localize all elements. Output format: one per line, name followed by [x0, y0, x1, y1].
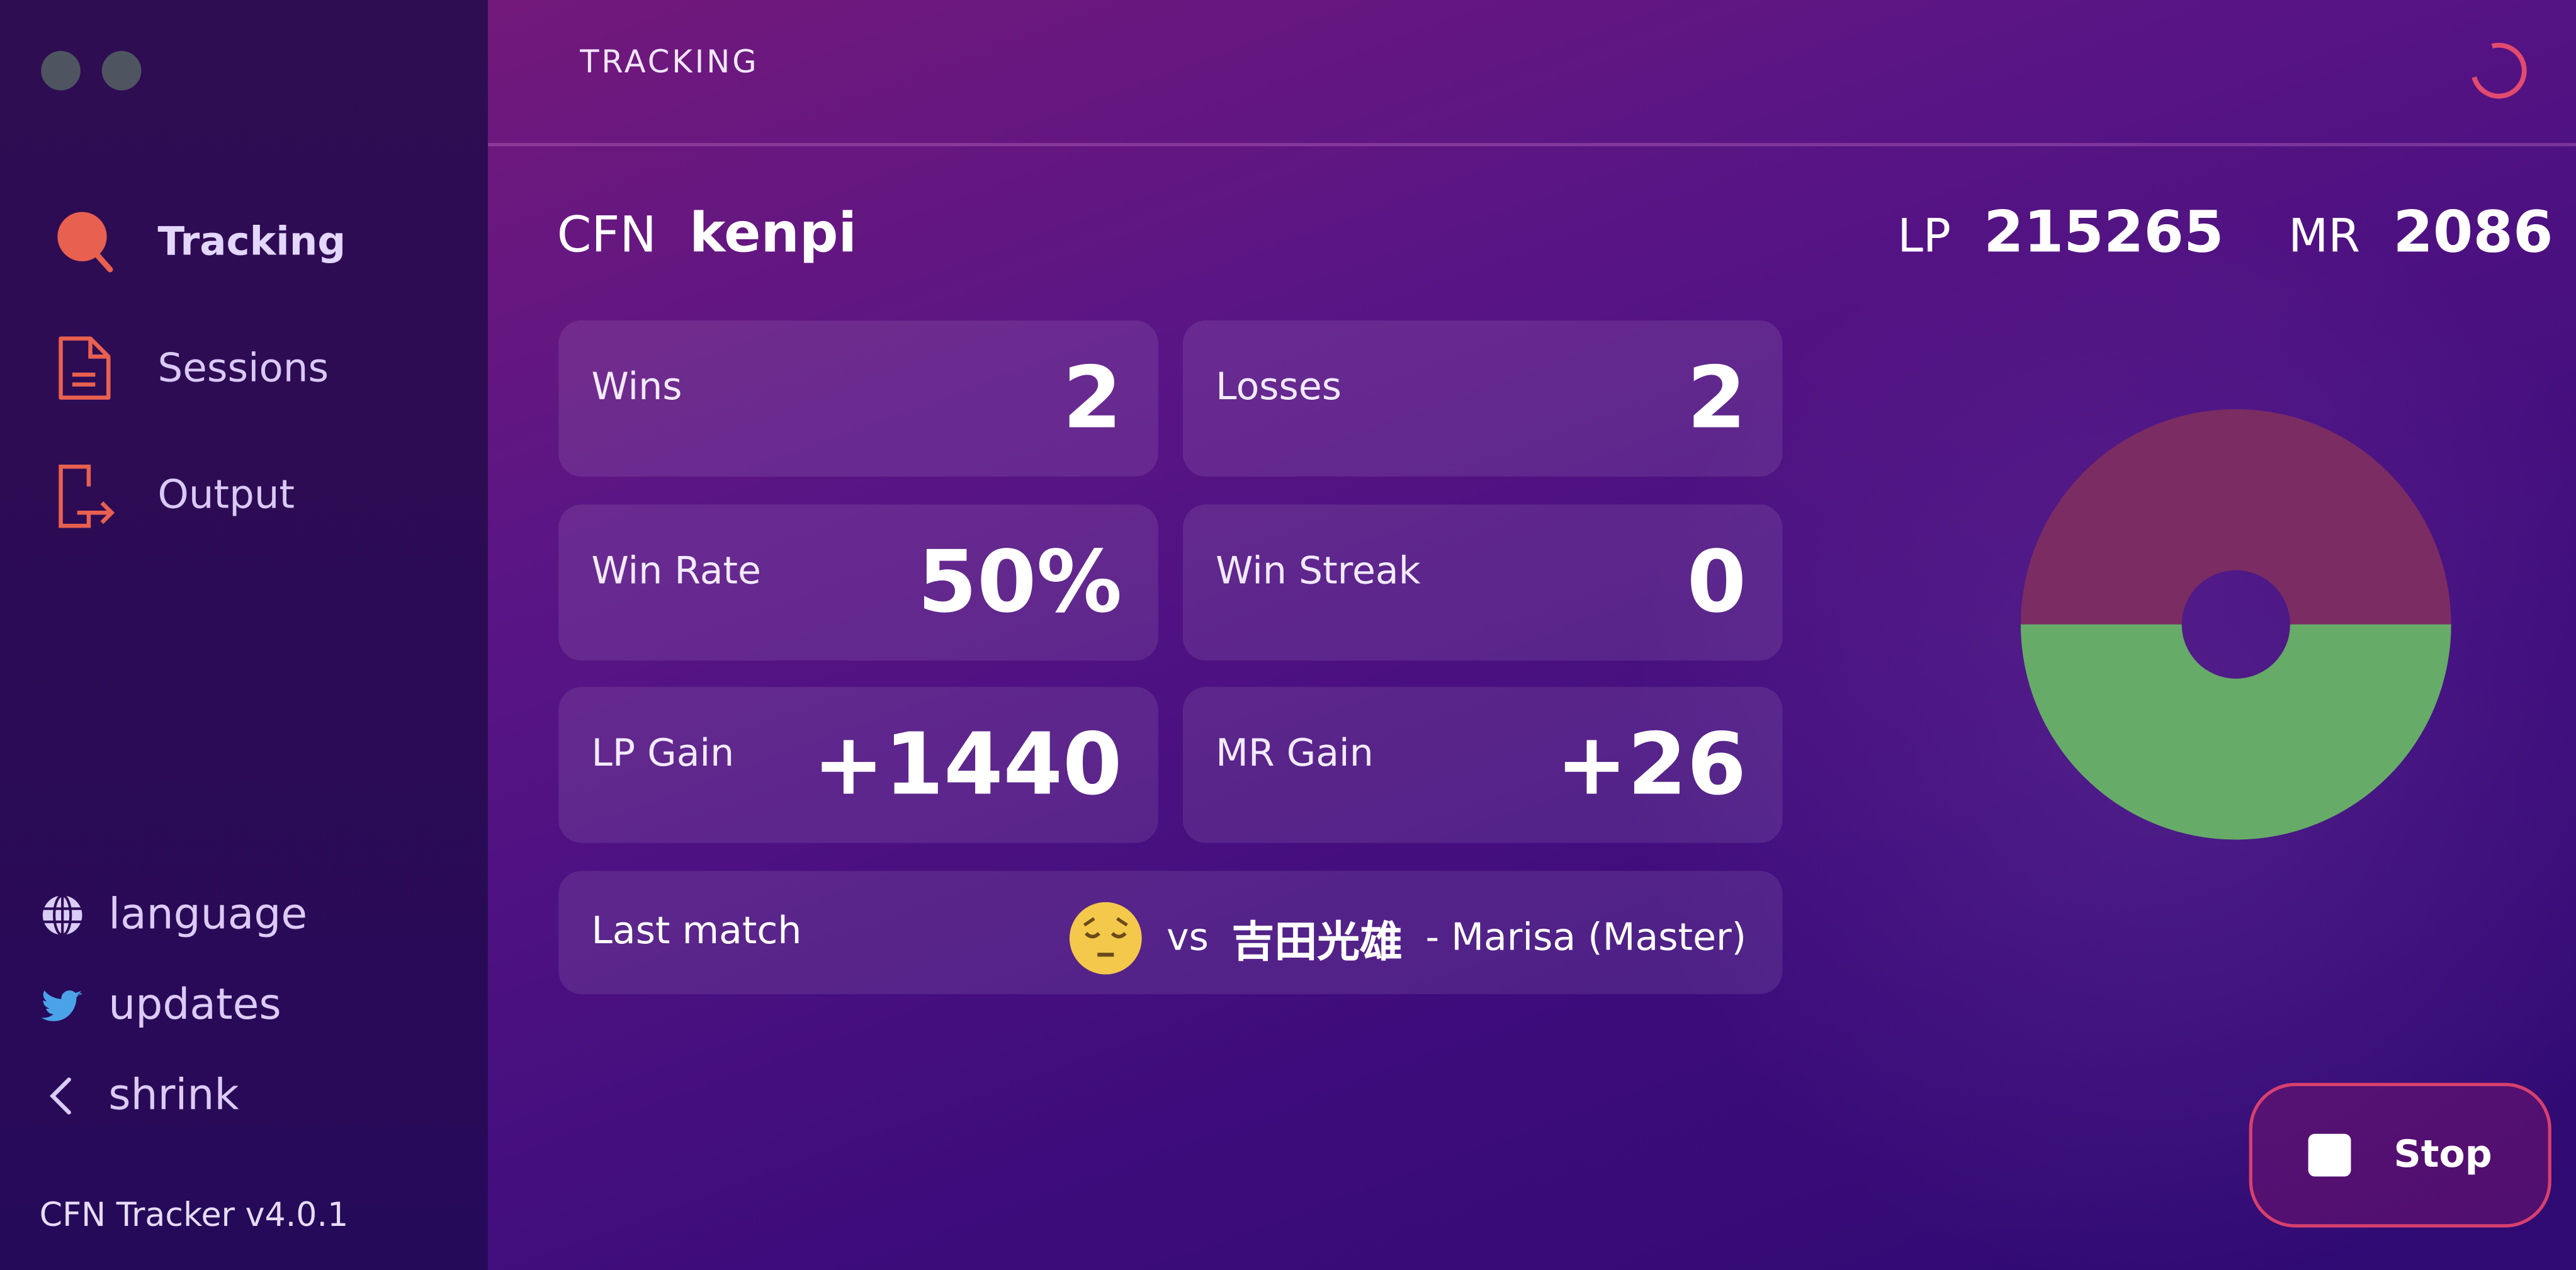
stat-card-win-rate: Win Rate 50%	[558, 504, 1158, 661]
window-minimize-button[interactable]	[101, 50, 142, 91]
twitter-icon	[41, 990, 82, 1021]
sidebar-item-label: Output	[157, 471, 295, 518]
stat-card-mr-gain: MR Gain +26	[1182, 686, 1783, 843]
card-label: Win Rate	[591, 550, 761, 594]
mr-value: 2086	[2393, 200, 2553, 266]
mr-label: MR	[2288, 208, 2361, 263]
pensive-face-icon	[1070, 902, 1142, 975]
loading-spinner-icon	[2460, 32, 2537, 109]
lp-value: 215265	[1984, 200, 2224, 266]
shrink-button[interactable]: shrink	[40, 1072, 239, 1121]
sidebar-item-output[interactable]: Output	[49, 458, 295, 531]
cfn-label: CFN	[556, 207, 657, 265]
lp-display: LP 215265	[1897, 200, 2223, 266]
last-match-label: Last match	[591, 910, 802, 953]
stop-label: Stop	[2393, 1133, 2492, 1177]
lp-label: LP	[1897, 208, 1951, 263]
globe-icon	[42, 894, 82, 937]
language-label: language	[108, 890, 308, 940]
last-match-card: Last match vs 吉田光雄 - Marisa (Master)	[558, 871, 1783, 994]
card-value: 2	[1062, 349, 1122, 449]
card-value: +1440	[813, 716, 1122, 815]
cfn-display: CFN kenpi	[557, 200, 857, 264]
stat-card-losses: Losses 2	[1182, 320, 1783, 477]
sidebar-item-tracking[interactable]: Tracking	[49, 205, 346, 278]
card-label: LP Gain	[591, 732, 735, 776]
stat-card-win-streak: Win Streak 0	[1182, 504, 1783, 661]
sidebar: Tracking Sessions Output language update…	[0, 0, 489, 1270]
stop-icon	[2308, 1133, 2351, 1177]
search-icon	[57, 212, 113, 273]
shrink-label: shrink	[108, 1071, 239, 1121]
card-value: 50%	[917, 534, 1122, 633]
donut-slice-losses	[2020, 409, 2451, 625]
window-close-button[interactable]	[41, 50, 81, 91]
sidebar-item-label: Sessions	[157, 345, 329, 392]
app-version: CFN Tracker v4.0.1	[39, 1194, 349, 1234]
opponent-name: 吉田光雄	[1231, 917, 1403, 967]
stop-button[interactable]: Stop	[2249, 1082, 2551, 1228]
card-label: MR Gain	[1216, 732, 1374, 776]
last-match-opponent: vs 吉田光雄 - Marisa (Master)	[1068, 900, 1747, 976]
win-loss-donut-chart	[2020, 409, 2451, 840]
stat-card-wins: Wins 2	[558, 320, 1158, 477]
updates-label: updates	[108, 980, 281, 1031]
header-divider	[488, 143, 2576, 147]
document-icon	[59, 336, 111, 400]
stat-card-lp-gain: LP Gain +1440	[558, 686, 1158, 843]
mr-display: MR 2086	[2288, 200, 2553, 266]
chevron-left-icon	[49, 1077, 71, 1115]
updates-button[interactable]: updates	[40, 981, 281, 1030]
opponent-character: - Marisa (Master)	[1425, 917, 1747, 960]
sidebar-item-sessions[interactable]: Sessions	[49, 332, 329, 404]
cfn-name: kenpi	[689, 200, 857, 265]
vs-label: vs	[1167, 917, 1209, 960]
card-label: Losses	[1216, 366, 1342, 409]
export-icon	[59, 464, 115, 528]
card-label: Wins	[591, 366, 682, 409]
donut-slice-wins	[2020, 624, 2451, 840]
language-button[interactable]: language	[40, 890, 308, 940]
sidebar-item-label: Tracking	[157, 218, 346, 265]
card-value: 2	[1686, 349, 1747, 449]
card-label: Win Streak	[1216, 550, 1421, 594]
card-value: +26	[1556, 716, 1747, 815]
card-value: 0	[1686, 534, 1747, 633]
page-title: TRACKING	[580, 44, 759, 81]
